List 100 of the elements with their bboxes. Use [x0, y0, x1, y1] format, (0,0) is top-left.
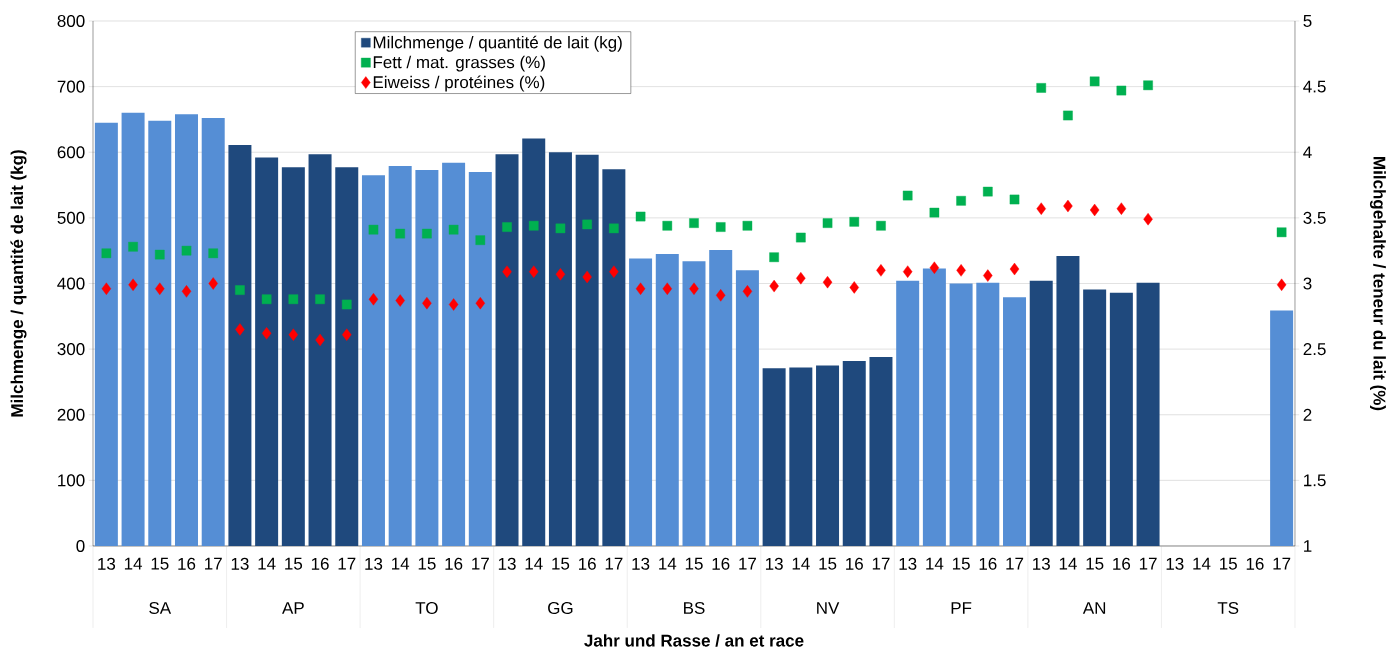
x-tick-label: 17: [605, 557, 623, 570]
bar: [228, 145, 252, 546]
point: [261, 294, 272, 305]
x-tick-label: 13: [98, 557, 116, 570]
point: [208, 248, 219, 259]
y2-tick-label: 2.5: [1303, 343, 1326, 356]
point: [502, 222, 512, 232]
x-tick-label: 14: [926, 557, 944, 570]
point: [288, 328, 299, 341]
point: [662, 282, 672, 295]
point: [288, 294, 299, 305]
point: [154, 249, 165, 260]
bar: [762, 368, 786, 546]
text: TS: [1217, 601, 1239, 615]
x-tick-label: 14: [659, 557, 677, 570]
point: [342, 328, 352, 341]
bar: [148, 120, 172, 546]
x-tick-label: 15: [1086, 557, 1104, 570]
x-tick-label: 17: [1139, 557, 1157, 570]
text: PF: [951, 602, 972, 614]
bar: [442, 162, 466, 546]
point: [1089, 76, 1100, 87]
bar: [1109, 292, 1133, 546]
x-tick-label: 14: [792, 557, 810, 570]
y2-tick-label: 5: [1303, 15, 1312, 27]
x-tick-label: 14: [1193, 557, 1211, 570]
x-tick-label: 14: [124, 557, 143, 570]
bar: [201, 118, 225, 546]
y2-tick-label: 3.5: [1303, 211, 1326, 224]
point: [1276, 227, 1287, 238]
x-tick-label: 17: [338, 557, 356, 570]
point: [315, 294, 325, 305]
point: [341, 299, 352, 310]
point: [155, 282, 165, 295]
text: GG: [548, 601, 573, 615]
x-tick-label: 15: [151, 557, 169, 570]
y2-tick-label: 4.5: [1303, 80, 1326, 93]
y-tick-label: 700: [57, 80, 85, 93]
point: [448, 224, 459, 235]
x-tick-label: 16: [178, 557, 196, 570]
point: [983, 186, 993, 197]
x-tick-label: 16: [712, 557, 730, 570]
point: [742, 285, 753, 298]
point: [742, 220, 753, 231]
point: [208, 277, 218, 290]
point: [368, 224, 379, 235]
x-tick-label: 14: [525, 557, 543, 570]
point: [849, 281, 859, 294]
bar: [816, 365, 840, 546]
point: [956, 196, 966, 206]
x-tick-label: 16: [979, 557, 997, 570]
x-tick-label: 13: [632, 557, 650, 570]
x-tick-label: 16: [1113, 557, 1131, 570]
bar: [255, 157, 279, 546]
text: SA: [149, 601, 172, 615]
y2-tick-label: 1: [1304, 540, 1312, 552]
point: [876, 264, 886, 277]
bar: [175, 114, 198, 546]
bar: [335, 167, 359, 546]
bar: [1136, 282, 1160, 546]
point: [902, 265, 913, 278]
point: [1143, 80, 1153, 91]
point: [716, 289, 726, 302]
bar: [655, 253, 679, 546]
point: [1036, 83, 1047, 93]
bar: [629, 258, 653, 546]
point: [368, 293, 379, 306]
point: [983, 269, 993, 282]
point: [315, 333, 325, 347]
x-tick-label: 17: [472, 557, 489, 570]
text: NV: [817, 602, 840, 614]
legend-label: Eiweiss / protéines (%): [373, 75, 545, 92]
text: AN: [1082, 602, 1106, 614]
x-tick-label: 13: [1166, 557, 1184, 570]
bar: [94, 122, 118, 546]
x-tick-label: 16: [846, 557, 863, 570]
x-tick-label: 15: [685, 557, 703, 570]
point: [849, 217, 860, 227]
bar: [281, 167, 305, 546]
point: [128, 278, 138, 291]
point: [582, 270, 592, 284]
point: [475, 296, 486, 310]
bar: [495, 154, 519, 546]
x-tick-label: 17: [1273, 557, 1291, 570]
text: AP: [282, 602, 304, 614]
x-tick-label: 13: [899, 557, 917, 570]
point: [609, 265, 619, 278]
bar: [548, 152, 572, 546]
point: [1036, 202, 1046, 215]
y2-tick-label: 3: [1303, 277, 1312, 290]
point: [502, 265, 512, 278]
x-tick-label: 13: [365, 557, 383, 570]
x-tick-label: 13: [1033, 557, 1050, 570]
y-tick-label: 500: [57, 211, 85, 224]
y2-axis-title: Milchgehalte / teneur du lait (%): [1369, 157, 1386, 411]
point: [635, 282, 646, 295]
bar: [1029, 280, 1053, 546]
y-tick-label: 200: [57, 408, 85, 421]
x-tick-label: 16: [445, 557, 463, 570]
legend-label: Fett / mat. grasses (%): [373, 55, 545, 72]
